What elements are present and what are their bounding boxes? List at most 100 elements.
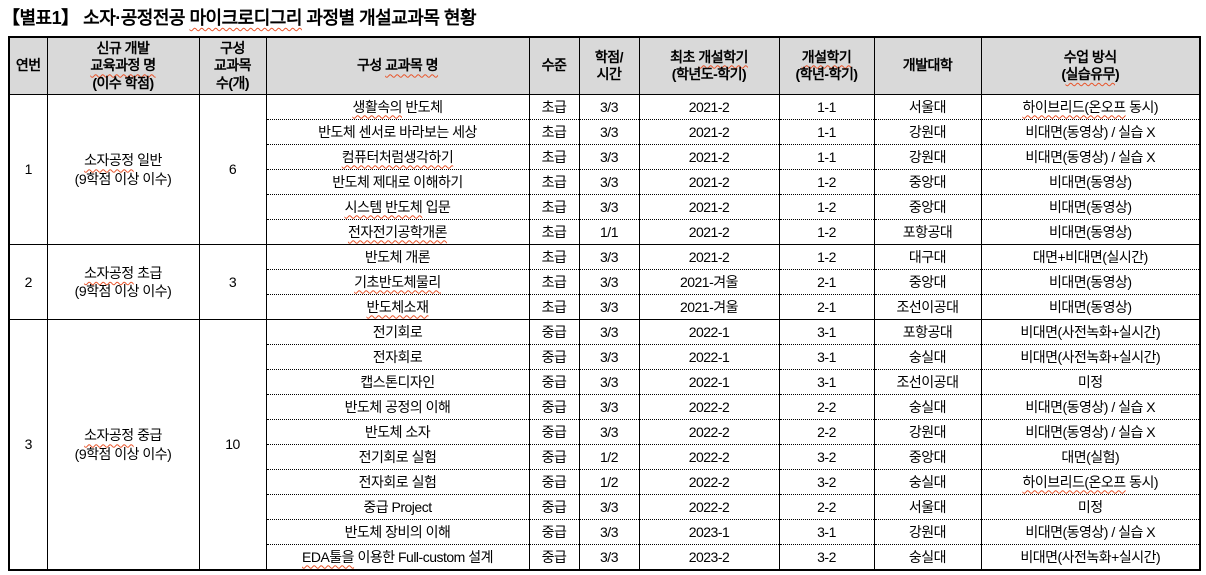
first-term-cell: 2022-2	[638, 394, 780, 420]
text-segment: 개발대학	[902, 57, 953, 74]
university-cell: 대구대	[873, 244, 982, 270]
method-cell: 비대면(동영상)	[980, 219, 1201, 245]
text-segment: 반도체 개론	[364, 248, 431, 265]
term-cell: 2-2	[778, 394, 875, 420]
method-cell: 미정	[980, 494, 1201, 520]
method-cell: 비대면(동영상)	[980, 169, 1201, 195]
course-name-cell: 전기회로	[265, 319, 530, 345]
text-segment: 수업 방식	[1063, 48, 1117, 65]
level-cell: 중급	[528, 344, 580, 370]
university-cell: 중앙대	[873, 169, 982, 195]
credit-hours-cell: 3/3	[578, 294, 640, 320]
first-term-cell: 2021-겨울	[638, 269, 780, 295]
header-line: 교과목	[200, 57, 265, 75]
table-header: 연번 신규 개발 교육과정 명 (이수 학점) 구성 교과목 수(개) 구성 교과목 명 수준 학…	[8, 36, 1201, 95]
credit-hours-cell: 3/3	[578, 544, 640, 570]
term-cell: 2-2	[778, 419, 875, 445]
university-cell: 숭실대	[873, 344, 982, 370]
credit-hours-cell: 3/3	[578, 144, 640, 170]
credit-hours-cell: 1/1	[578, 219, 640, 245]
course-name-cell: 전자회로	[265, 344, 530, 370]
text-segment: 반도체 소자	[364, 423, 431, 440]
university-cell: 포항공대	[873, 319, 982, 345]
university-cell: 강원대	[873, 419, 982, 445]
level-cell: 초급	[528, 244, 580, 270]
text-segment: 반도체 공정의 이해	[344, 398, 451, 415]
course-name-cell: 시스템 반도체 입문	[265, 194, 530, 220]
course-name-cell: 반도체 센서로 바라보는 세상	[265, 119, 530, 145]
university-cell: 서울대	[873, 94, 982, 120]
level-cell: 중급	[528, 444, 580, 470]
first-term-cell: 2022-1	[638, 369, 780, 395]
university-cell: 강원대	[873, 519, 982, 545]
text-segment: 미정	[1077, 373, 1103, 390]
course-row: 전자전기공학개론 초급 1/1 2021-2 1-2 포항공대 비대면(동영상)	[9, 219, 1201, 245]
course-row: 캡스톤디자인 중급 3/3 2022-1 3-1 조선이공대 미정	[9, 369, 1201, 395]
course-row: 중급 Project 중급 3/3 2022-2 2-2 서울대 미정	[9, 494, 1201, 520]
text-segment: 비대면(사전녹화+실시간)	[1020, 323, 1161, 340]
text-segment: 중급 Project	[363, 498, 432, 515]
spellcheck-underlined-text: 교육과정 명	[90, 57, 156, 74]
text-segment: 전자회로	[372, 348, 423, 365]
text-segment: 대면+비대면(실시간)	[1032, 248, 1149, 265]
text-segment: (이수 학점)	[92, 74, 154, 91]
course-count-cell: 10	[198, 319, 267, 570]
method-cell: 하이브리드(온오프 동시)	[980, 94, 1201, 120]
term-cell: 1-2	[778, 244, 875, 270]
level-cell: 초급	[528, 219, 580, 245]
method-cell: 비대면(동영상) / 실습 X	[980, 519, 1201, 545]
text-segment: 반도체 센서로 바라보는 세상	[318, 123, 477, 140]
text-segment: 중급	[133, 427, 162, 444]
spellcheck-underlined-text: 실습유무	[1065, 66, 1116, 82]
text-segment: 【별표1】 소자·공정전공	[2, 8, 190, 28]
course-row: 2 소자공정 초급 (9학점 이상 이수) 3 반도체 개론 초급 3/3 2021-2 1-2…	[8, 244, 1201, 320]
text-segment: (9학점 이상 이수)	[74, 283, 172, 299]
spellcheck-underlined-text: 소자공정	[84, 152, 134, 169]
method-cell: 비대면(동영상)	[980, 294, 1201, 320]
level-cell: 초급	[528, 169, 580, 195]
text-segment: (9학점 이상 이수)	[74, 445, 172, 462]
header-line: (학년-학기)	[780, 66, 873, 84]
first-term-cell: 2023-1	[638, 519, 780, 545]
university-cell: 숭실대	[873, 469, 982, 495]
course-row: 전기회로 실험 중급 1/2 2022-2 3-2 중앙대 대면(실험)	[9, 444, 1201, 470]
header-cell-term: 개설학기 (학년-학기)	[778, 36, 875, 95]
level-cell: 초급	[528, 269, 580, 295]
spellcheck-underlined-text: 소자공정	[84, 427, 134, 444]
header-line: 개설학기	[780, 49, 873, 67]
university-cell: 조선이공대	[873, 369, 982, 395]
term-cell: 1-1	[778, 119, 875, 145]
course-name-cell: 반도체 개론	[265, 244, 530, 270]
term-cell: 3-2	[778, 469, 875, 495]
term-cell: 1-2	[778, 194, 875, 220]
program-line: (9학점 이상 이수)	[48, 282, 198, 300]
university-cell: 중앙대	[873, 269, 982, 295]
course-row: 기초반도체물리 초급 3/3 2021-겨울 2-1 중앙대 비대면(동영상)	[9, 269, 1201, 295]
text-segment: 학점/	[594, 48, 624, 65]
program-line: (9학점 이상 이수)	[48, 170, 198, 188]
group-number-cell: 3	[8, 319, 48, 570]
course-row: 전자회로 실험 중급 1/2 2022-2 3-2 숭실대 하이브리드(온오프 동시)	[9, 469, 1201, 495]
text-segment: 최초	[670, 48, 699, 65]
term-cell: 3-1	[778, 319, 875, 345]
first-term-cell: 2022-2	[638, 419, 780, 445]
text-segment: 비대면(동영상)	[1048, 298, 1132, 315]
text-segment: 대면(실험)	[1061, 448, 1120, 465]
header-line: 수(개)	[200, 74, 265, 93]
text-segment: 비대면(동영상)	[1048, 223, 1132, 240]
text-segment: 비대면(동영상) / 실습 X	[1025, 398, 1156, 415]
credit-hours-cell: 3/3	[578, 519, 640, 545]
header-cell-name: 구성 교과목 명	[265, 36, 530, 95]
text-segment: 비대면(동영상)	[1048, 173, 1132, 190]
first-term-cell: 2022-2	[638, 494, 780, 520]
level-cell: 중급	[528, 394, 580, 420]
spellcheck-underlined-text: 기초반도체물리	[354, 273, 441, 290]
text-segment: 수(개)	[215, 74, 250, 91]
program-line: 소자공정 일반	[48, 151, 198, 169]
first-term-cell: 2021-2	[638, 219, 780, 245]
university-cell: 포항공대	[873, 219, 982, 245]
university-cell: 숭실대	[873, 544, 982, 570]
first-term-cell: 2021-2	[638, 94, 780, 120]
text-segment: 비대면(사전녹화+실시간)	[1020, 348, 1161, 365]
term-cell: 1-1	[778, 144, 875, 170]
